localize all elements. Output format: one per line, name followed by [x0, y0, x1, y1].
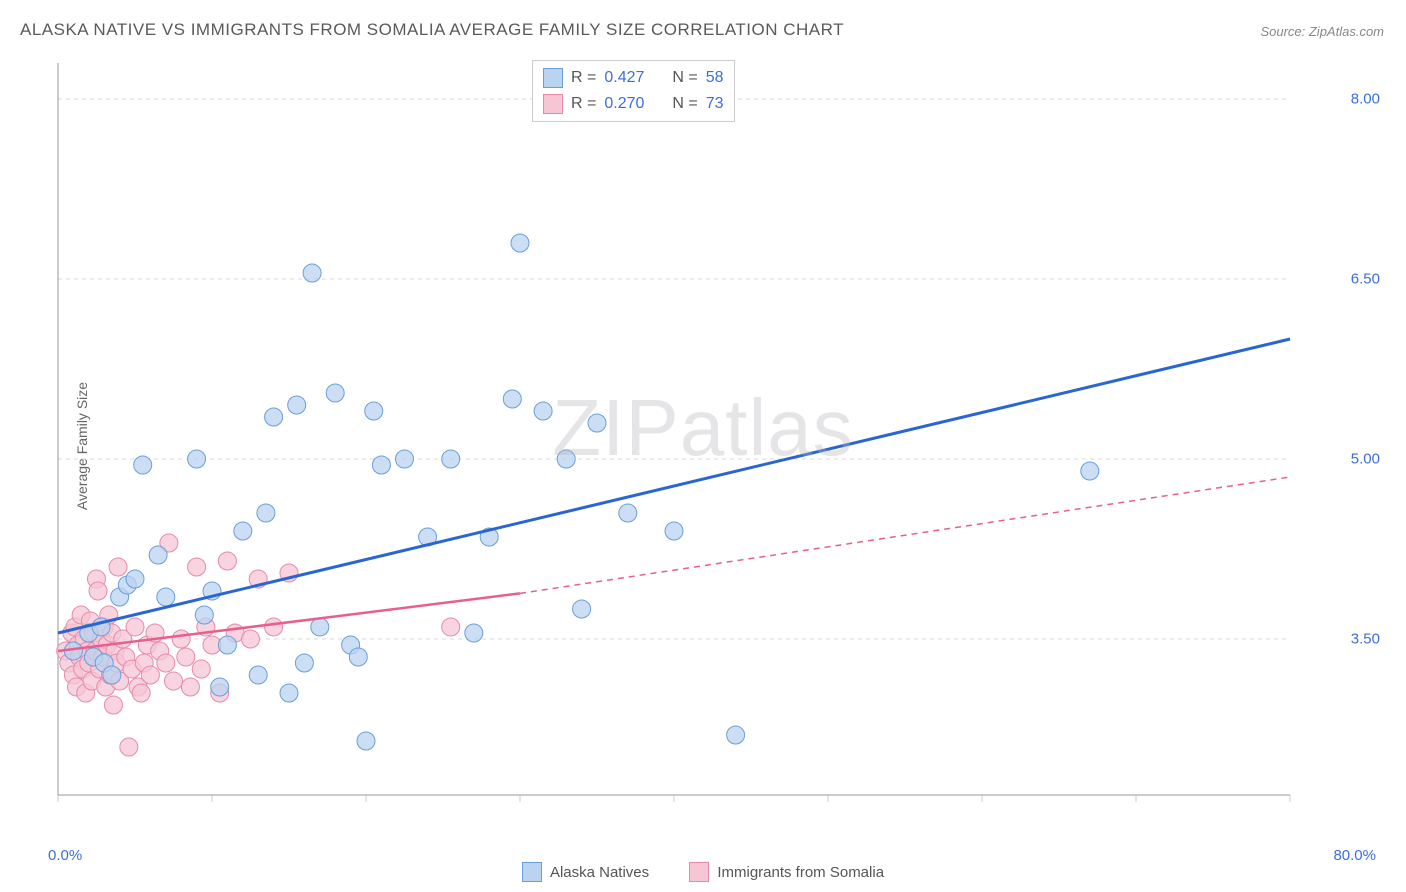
x-ticks	[58, 795, 1290, 802]
chart-title: ALASKA NATIVE VS IMMIGRANTS FROM SOMALIA…	[20, 20, 844, 40]
stats-row-a: R = 0.427 N = 58	[543, 65, 724, 91]
r-value-b: 0.270	[604, 91, 644, 117]
scatter-series-a	[64, 234, 1098, 750]
n-value-a: 58	[706, 65, 724, 91]
plot-svg	[50, 55, 1350, 825]
r-label-a: R =	[571, 65, 596, 91]
n-label-a: N =	[672, 65, 697, 91]
n-value-b: 73	[706, 91, 724, 117]
r-label-b: R =	[571, 91, 596, 117]
swatch-a	[543, 68, 563, 88]
legend-swatch-b	[689, 862, 709, 882]
legend-label-a: Alaska Natives	[550, 864, 649, 881]
legend-item-a: Alaska Natives	[522, 862, 649, 882]
legend-swatch-a	[522, 862, 542, 882]
r-value-a: 0.427	[604, 65, 644, 91]
swatch-b	[543, 94, 563, 114]
y-tick-label: 5.00	[1351, 451, 1380, 468]
legend-label-b: Immigrants from Somalia	[717, 864, 884, 881]
stats-row-b: R = 0.270 N = 73	[543, 91, 724, 117]
y-tick-label: 8.00	[1351, 91, 1380, 108]
y-tick-label: 6.50	[1351, 271, 1380, 288]
gridlines	[58, 99, 1290, 639]
scatter-series-b	[57, 534, 460, 756]
trend-lines	[58, 339, 1290, 651]
stats-legend: R = 0.427 N = 58 R = 0.270 N = 73	[532, 60, 735, 122]
legend-item-b: Immigrants from Somalia	[689, 862, 884, 882]
source-attribution: Source: ZipAtlas.com	[1260, 24, 1384, 39]
n-label-b: N =	[672, 91, 697, 117]
series-legend: Alaska Natives Immigrants from Somalia	[0, 862, 1406, 886]
y-tick-label: 3.50	[1351, 631, 1380, 648]
chart-container: ALASKA NATIVE VS IMMIGRANTS FROM SOMALIA…	[0, 0, 1406, 892]
